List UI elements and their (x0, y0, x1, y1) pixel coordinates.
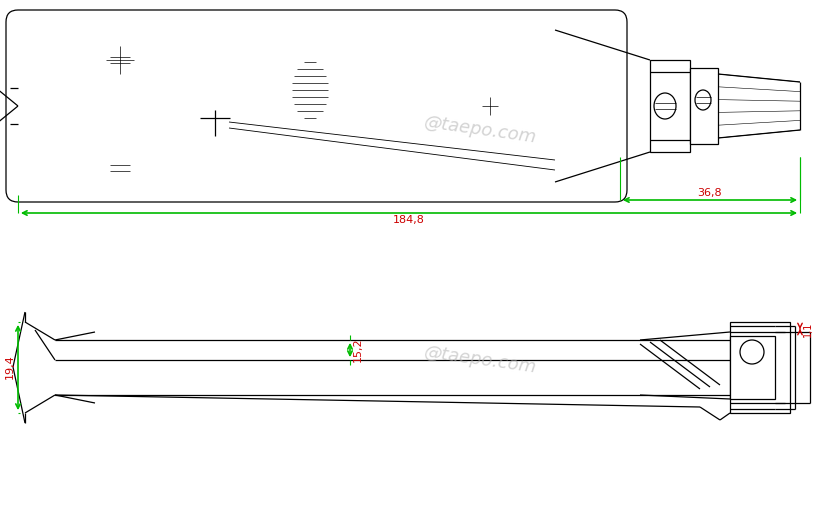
Ellipse shape (189, 90, 241, 166)
Text: @taepo.com: @taepo.com (422, 343, 538, 377)
Ellipse shape (85, 68, 165, 172)
Text: 19,4: 19,4 (5, 355, 15, 379)
Text: @taepo.com: @taepo.com (422, 113, 538, 147)
Text: 36,8: 36,8 (698, 188, 722, 198)
Ellipse shape (97, 84, 153, 156)
Bar (690, 68, 718, 144)
Ellipse shape (474, 88, 506, 124)
Ellipse shape (106, 158, 134, 178)
Bar (730, 322, 790, 413)
Ellipse shape (740, 340, 764, 364)
Ellipse shape (106, 50, 134, 70)
Text: 184,8: 184,8 (393, 215, 425, 225)
Text: 15,2: 15,2 (353, 338, 363, 362)
FancyBboxPatch shape (6, 10, 627, 202)
Bar (650, 60, 690, 152)
Ellipse shape (695, 90, 711, 110)
Text: 1,1: 1,1 (803, 321, 813, 337)
Ellipse shape (440, 46, 540, 166)
Bar (730, 336, 775, 399)
Ellipse shape (292, 60, 328, 120)
Ellipse shape (654, 93, 676, 119)
